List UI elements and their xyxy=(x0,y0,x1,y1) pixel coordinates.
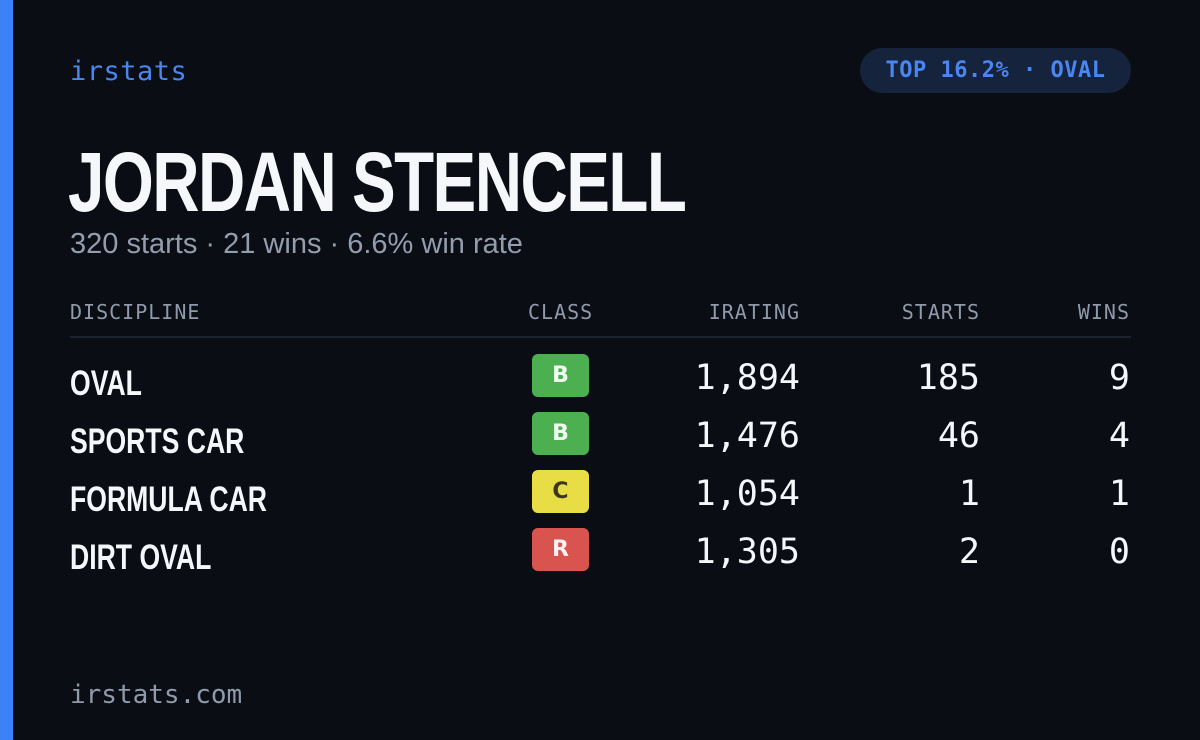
brand-logo: irstats xyxy=(70,56,188,87)
discipline-cell: FORMULA CAR xyxy=(70,480,268,519)
irating-cell: 1,894 xyxy=(694,358,800,398)
discipline-cell: SPORTS CAR xyxy=(70,422,245,461)
header-irating: IRATING xyxy=(708,300,800,324)
wins-cell: 9 xyxy=(1108,358,1130,398)
header-discipline: DISCIPLINE xyxy=(70,300,201,324)
table-row: FORMULA CAR C 1,054 1 1 xyxy=(0,464,1200,522)
class-badge: R xyxy=(532,528,589,571)
header-divider xyxy=(70,336,1131,338)
table-row: SPORTS CAR B 1,476 46 4 xyxy=(0,406,1200,464)
irating-cell: 1,476 xyxy=(694,416,800,456)
irating-cell: 1,305 xyxy=(694,532,800,572)
header-starts: STARTS xyxy=(901,300,980,324)
accent-bar xyxy=(0,0,13,740)
discipline-cell: DIRT OVAL xyxy=(70,538,212,577)
class-badge: B xyxy=(532,412,589,455)
header-class: CLASS xyxy=(528,300,594,324)
class-badge: B xyxy=(532,354,589,397)
irating-cell: 1,054 xyxy=(694,474,800,514)
header-wins: WINS xyxy=(1077,300,1130,324)
class-badge: C xyxy=(532,470,589,513)
career-summary: 320 starts · 21 wins · 6.6% win rate xyxy=(70,228,523,260)
starts-cell: 185 xyxy=(916,358,980,398)
discipline-cell: OVAL xyxy=(70,364,142,403)
wins-cell: 4 xyxy=(1108,416,1130,456)
wins-cell: 0 xyxy=(1108,532,1130,572)
footer-url: irstats.com xyxy=(70,680,243,710)
table-row: OVAL B 1,894 185 9 xyxy=(0,348,1200,406)
starts-cell: 46 xyxy=(937,416,980,456)
starts-cell: 2 xyxy=(958,532,980,572)
table-row: DIRT OVAL R 1,305 2 0 xyxy=(0,522,1200,580)
wins-cell: 1 xyxy=(1108,474,1130,514)
rank-badge: TOP 16.2% · OVAL xyxy=(860,48,1131,93)
starts-cell: 1 xyxy=(958,474,980,514)
driver-name: JORDAN STENCELL xyxy=(68,135,687,229)
